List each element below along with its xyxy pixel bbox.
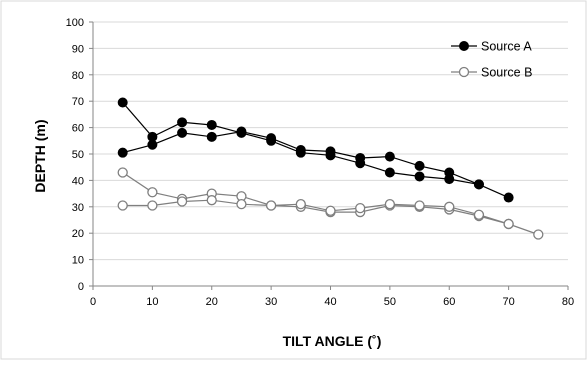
data-point	[473, 209, 485, 220]
data-point	[117, 147, 128, 158]
y-tick-label: 100	[66, 17, 84, 29]
data-point	[414, 200, 425, 211]
data-point	[236, 126, 247, 137]
data-point	[414, 171, 425, 182]
x-tick-label: 30	[265, 296, 277, 308]
y-tick-label: 0	[78, 281, 84, 293]
x-tick-label: 40	[324, 296, 336, 308]
x-tick-label: 50	[384, 296, 396, 308]
data-point	[266, 133, 277, 144]
legend-label: Source A	[481, 40, 532, 54]
y-tick-label: 60	[72, 123, 84, 135]
data-point	[206, 131, 217, 142]
data-point	[147, 139, 158, 150]
data-point	[147, 187, 158, 198]
data-point	[177, 117, 188, 128]
data-point	[444, 201, 455, 212]
x-tick-label: 60	[443, 296, 455, 308]
x-tick-label: 80	[562, 296, 574, 308]
data-point	[117, 97, 128, 108]
legend-marker	[458, 66, 470, 78]
data-point	[384, 167, 395, 178]
legend-marker	[459, 41, 469, 51]
y-tick-label: 40	[72, 175, 84, 187]
legend-entry: Source A	[451, 40, 532, 54]
legend: Source A Source B	[451, 40, 532, 80]
x-tick-label: 0	[90, 296, 96, 308]
y-tick-label: 70	[72, 96, 84, 108]
data-point	[206, 195, 217, 206]
series-a	[117, 97, 514, 203]
series-layer	[117, 97, 544, 240]
data-point	[295, 199, 306, 210]
data-point	[236, 199, 247, 210]
data-point	[325, 205, 336, 216]
legend-entry: Source B	[451, 66, 532, 80]
data-point	[355, 152, 366, 163]
data-point	[177, 127, 188, 138]
data-point	[384, 199, 396, 210]
y-tick-label: 30	[72, 202, 84, 214]
x-tick-label: 10	[146, 296, 158, 308]
data-point	[503, 192, 514, 203]
y-tick-label: 80	[72, 70, 84, 82]
x-tick-label: 20	[206, 296, 218, 308]
data-point	[414, 160, 425, 171]
data-point	[176, 196, 188, 207]
data-point	[444, 167, 455, 178]
data-point	[206, 119, 217, 130]
y-tick-label: 90	[72, 43, 84, 55]
data-point	[325, 146, 336, 157]
data-point	[117, 167, 128, 178]
x-tick-label: 70	[503, 296, 515, 308]
data-point	[384, 151, 395, 162]
grid-layer	[93, 21, 568, 261]
axis-layer: 0 10 20 30 40 50 60 70 80 90 100 0 10 20 30 40 50 60 70 80	[66, 17, 574, 308]
data-point	[265, 200, 277, 211]
legend-label: Source B	[481, 66, 532, 80]
data-point	[473, 179, 484, 190]
y-axis-title: DEPTH (m)	[32, 119, 48, 192]
data-point	[295, 145, 306, 156]
y-tick-label: 50	[72, 149, 84, 161]
data-point	[503, 218, 514, 230]
data-point	[355, 202, 366, 214]
y-tick-label: 10	[72, 255, 84, 267]
data-point	[147, 200, 158, 211]
data-point	[533, 229, 544, 240]
series-b	[117, 167, 544, 240]
y-tick-label: 20	[72, 228, 84, 240]
x-axis-title: TILT ANGLE (˚)	[283, 333, 382, 349]
data-point	[117, 200, 128, 211]
